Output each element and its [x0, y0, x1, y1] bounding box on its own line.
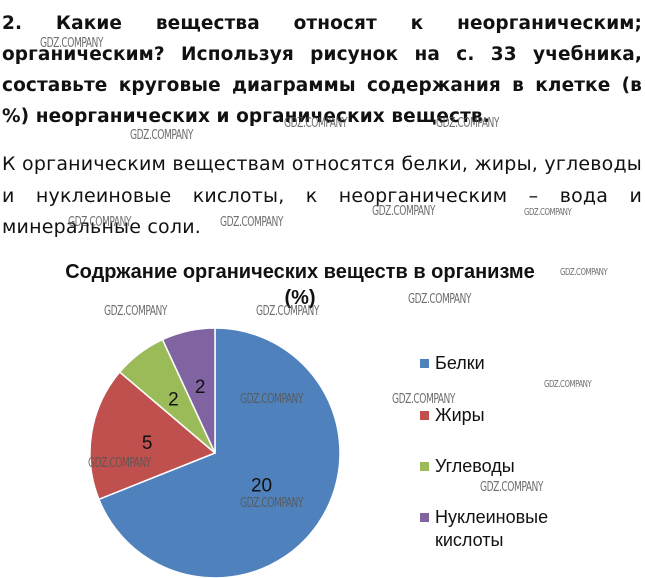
legend-swatch-belki: [420, 359, 429, 368]
watermark: GDZ.COMPANY: [220, 215, 284, 230]
answer-text: К органическим веществам относятся белки…: [2, 153, 642, 238]
legend-label-uglevody: Углеводы: [435, 456, 515, 476]
question-text: 2. Какие вещества относят к неорганическ…: [2, 13, 642, 127]
watermark: GDZ.COMPANY: [88, 456, 152, 471]
chart-title: Содржание органических веществ в организ…: [65, 261, 535, 309]
watermark: GDZ.COMPANY: [256, 304, 320, 319]
watermark: GDZ.COMPANY: [392, 392, 456, 407]
watermark: GDZ.COMPANY: [240, 392, 304, 407]
legend-label-belki: Белки: [435, 353, 485, 373]
data-label-zhiry: 5: [142, 433, 153, 454]
legend-label-zhiry: Жиры: [435, 405, 485, 425]
legend-item-uglevody: Углеводы: [420, 455, 515, 478]
legend-swatch-uglevody: [420, 462, 429, 471]
legend-item-belki: Белки: [420, 352, 485, 375]
watermark: GDZ.COMPANY: [544, 379, 592, 390]
legend-swatch-nukleinovye: [420, 513, 429, 522]
data-label-belki: 20: [251, 476, 272, 497]
watermark: GDZ.COMPANY: [436, 116, 500, 131]
watermark: GDZ.COMPANY: [130, 128, 194, 143]
watermark: GDZ.COMPANY: [40, 36, 104, 51]
watermark: GDZ.COMPANY: [408, 292, 472, 307]
legend-item-zhiry: Жиры: [420, 404, 485, 427]
watermark: GDZ.COMPANY: [104, 304, 168, 319]
pie-slice-zhiry: [89, 371, 217, 501]
pie-slice-belki: [97, 327, 341, 578]
watermark: GDZ.COMPANY: [524, 207, 572, 218]
legend-label-nukleinovye: Нуклеиновые кислоты: [435, 507, 549, 550]
watermark: GDZ.COMPANY: [240, 496, 304, 511]
watermark: GDZ.COMPANY: [560, 267, 608, 278]
data-label-uglevody: 2: [168, 389, 179, 410]
legend-item-nukleinovye: Нуклеиновые кислоты: [420, 506, 560, 552]
watermark: GDZ.COMPANY: [372, 204, 436, 219]
data-label-nukleinovye: 2: [195, 377, 206, 398]
pie-slice-nukleinovye: [161, 327, 216, 454]
watermark: GDZ.COMPANY: [480, 480, 544, 495]
watermark: GDZ.COMPANY: [284, 116, 348, 131]
legend-swatch-zhiry: [420, 411, 429, 420]
watermark: GDZ.COMPANY: [68, 215, 132, 230]
